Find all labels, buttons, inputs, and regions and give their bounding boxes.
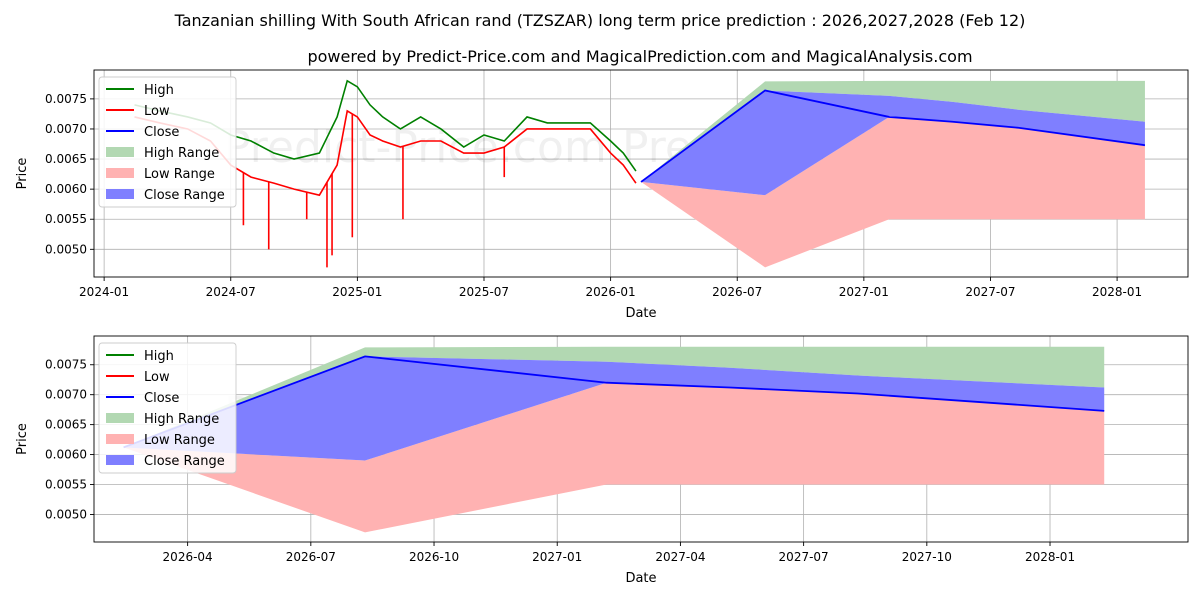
legend-label: Low	[144, 370, 170, 385]
x-tick-label: 2028-01	[1025, 550, 1075, 564]
legend-label: Close	[144, 391, 179, 406]
x-tick-label: 2027-04	[655, 550, 705, 564]
long-term-panel: Predict-Price.comPredict-Price.com0.0050…	[15, 69, 1189, 321]
x-tick-label: 2027-10	[902, 550, 952, 564]
legend-label: High Range	[144, 412, 219, 427]
x-tick-label: 2027-01	[839, 285, 889, 299]
plot-area	[123, 346, 1105, 533]
y-tick-label: 0.0075	[45, 358, 87, 372]
watermark-text: Predict-Price.com	[224, 122, 607, 173]
legend-label: Close Range	[144, 454, 225, 469]
y-axis-label: Price	[15, 423, 30, 455]
y-tick-label: 0.0075	[45, 92, 87, 106]
close-forecast-line	[123, 355, 1105, 449]
x-tick-label: 2025-07	[459, 285, 509, 299]
plot-area	[134, 79, 1146, 268]
x-tick-label: 2027-07	[965, 285, 1015, 299]
legend-label: High Range	[144, 146, 219, 161]
x-tick-label: 2024-07	[206, 285, 256, 299]
x-tick-label: 2026-04	[163, 550, 213, 564]
y-tick-label: 0.0050	[45, 242, 87, 256]
low-history-line	[134, 109, 637, 197]
y-tick-label: 0.0070	[45, 388, 87, 402]
legend-high-range-swatch	[106, 147, 134, 157]
legend-label: Low Range	[144, 433, 215, 448]
forecast-zoom-panel: Predict-Price.comPredict-Price.com0.0050…	[15, 335, 1189, 586]
x-tick-label: 2024-01	[79, 285, 129, 299]
low-range-area	[123, 382, 1105, 533]
legend: High Low Close High Range Low Range Close Ran…	[98, 76, 237, 208]
close-range-area	[641, 90, 1145, 196]
x-tick-label: 2028-01	[1092, 285, 1142, 299]
y-tick-label: 0.0060	[45, 182, 87, 196]
x-axis-label: Date	[625, 571, 656, 586]
y-tick-label: 0.0050	[45, 507, 87, 521]
y-tick-label: 0.0065	[45, 152, 87, 166]
high-history-line	[134, 79, 637, 172]
y-tick-label: 0.0065	[45, 418, 87, 432]
legend-label: Low	[144, 104, 170, 119]
y-tick-label: 0.0070	[45, 122, 87, 136]
chart-title: Tanzanian shilling With South African ra…	[174, 11, 1026, 30]
legend-label: Close Range	[144, 188, 225, 203]
x-tick-label: 2025-01	[332, 285, 382, 299]
y-tick-label: 0.0055	[45, 478, 87, 492]
high-range-area	[641, 80, 1145, 182]
legend-low-range-swatch	[106, 434, 134, 444]
legend-close-range-swatch	[106, 189, 134, 199]
close-forecast-line	[640, 89, 1146, 183]
legend-label: Close	[144, 125, 179, 140]
high-range-area	[123, 346, 1105, 448]
legend-close-range-swatch	[106, 455, 134, 465]
axes-frame	[93, 335, 1189, 543]
legend: High Low Close High Range Low Range Close Ran…	[98, 342, 237, 474]
x-tick-label: 2027-07	[779, 550, 829, 564]
x-tick-label: 2026-07	[712, 285, 762, 299]
axes-frame	[93, 69, 1189, 278]
chart-subtitle: powered by Predict-Price.com and Magical…	[307, 47, 972, 66]
x-tick-label: 2026-10	[409, 550, 459, 564]
low-range-area	[641, 116, 1145, 268]
y-axis-label: Price	[15, 158, 30, 190]
x-axis-label: Date	[625, 306, 656, 321]
x-tick-label: 2026-07	[286, 550, 336, 564]
y-tick-label: 0.0055	[45, 212, 87, 226]
legend-label: Low Range	[144, 167, 215, 182]
legend-label: High	[144, 83, 174, 98]
legend-label: High	[144, 349, 174, 364]
legend-high-range-swatch	[106, 413, 134, 423]
y-tick-label: 0.0060	[45, 448, 87, 462]
x-tick-label: 2026-01	[586, 285, 636, 299]
legend-low-range-swatch	[106, 168, 134, 178]
close-range-area	[123, 356, 1105, 461]
x-tick-label: 2027-01	[532, 550, 582, 564]
